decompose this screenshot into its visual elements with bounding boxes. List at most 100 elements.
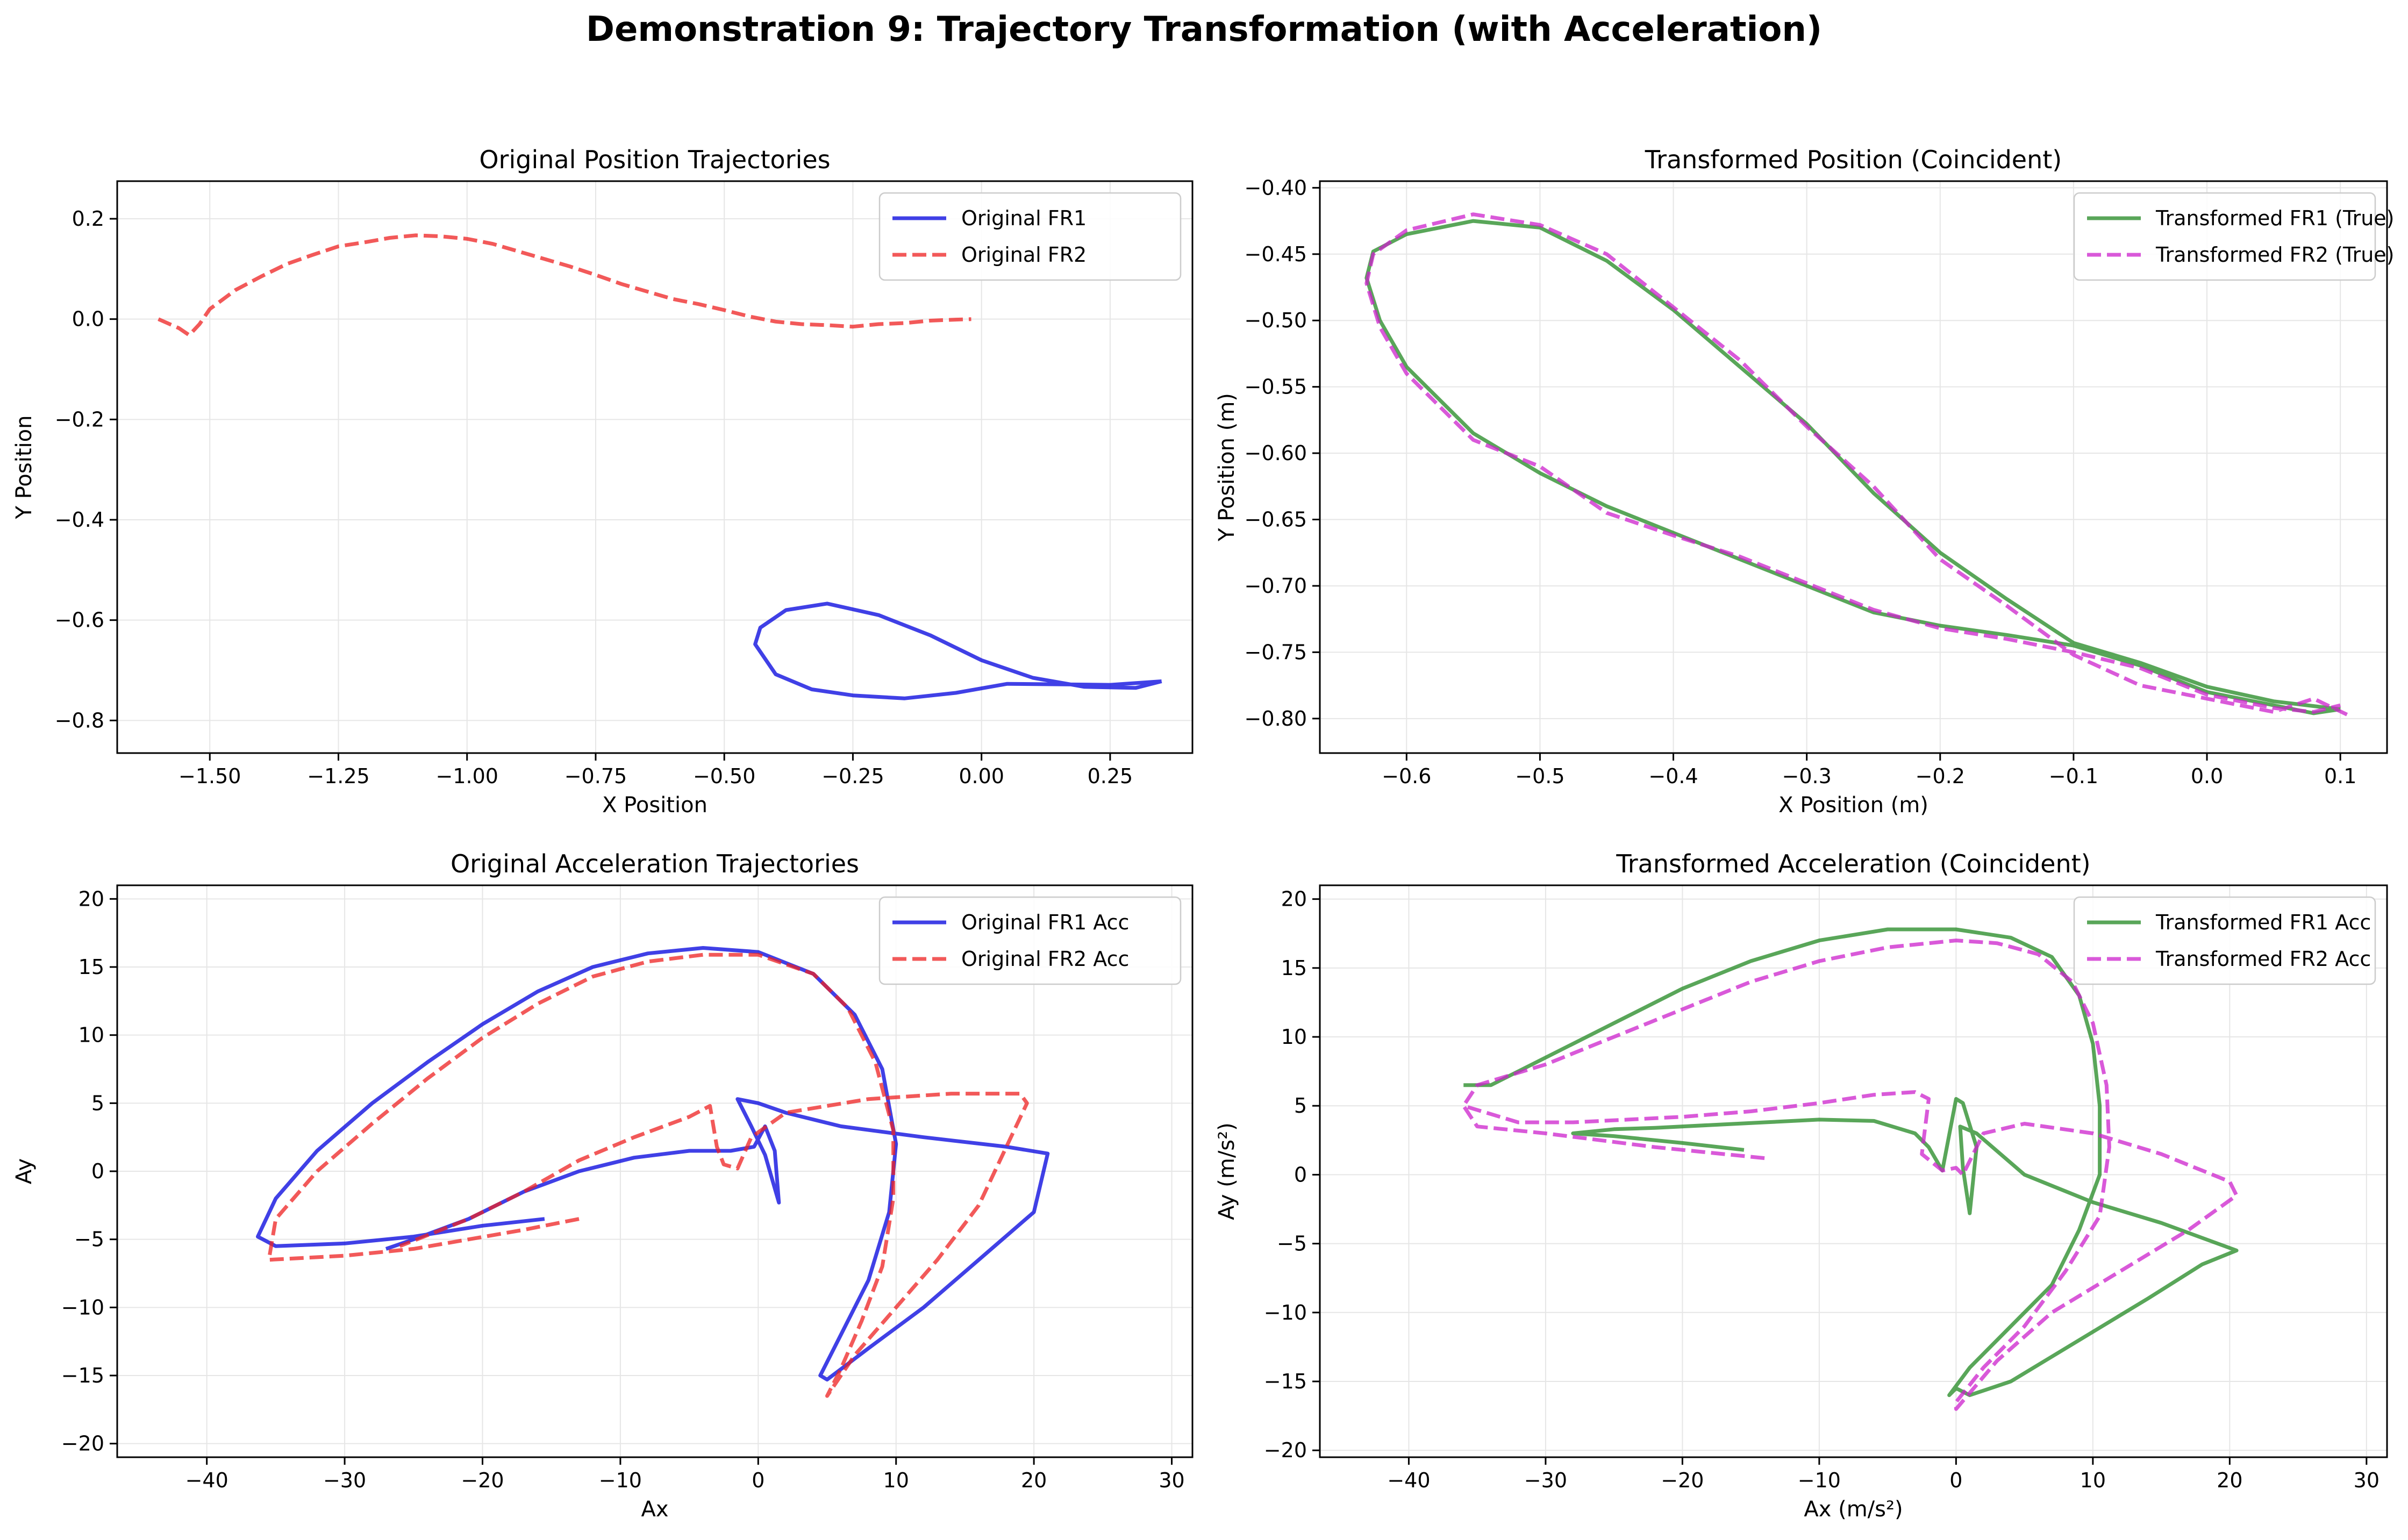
y-tick-label: 15 <box>1281 956 1307 980</box>
y-tick-label: −5 <box>74 1228 104 1251</box>
legend-box <box>878 896 1182 985</box>
x-tick-label: 0.1 <box>2324 764 2356 788</box>
y-tick-label: −15 <box>61 1364 104 1387</box>
original-position-chart: −1.50 −1.25 −1.00 −0.75 −0.50 −0.25 0.00 0.25 0.… <box>12 145 1194 818</box>
axes-frame <box>1319 884 2388 1458</box>
legend-label-original-fr1: Original FR1 <box>961 206 1087 230</box>
transformed-position-chart: −0.6 −0.5 −0.4 −0.3 −0.2 −0.1 0.0 0.1 −0.40 −0.45… <box>1214 145 2394 818</box>
x-tick-label: −0.50 <box>693 764 755 788</box>
x-tick-label: −0.2 <box>1916 764 1965 788</box>
x-tick-label: 0 <box>752 1469 764 1492</box>
x-tick-label: −0.5 <box>1515 764 1564 788</box>
y-tick-label: −0.70 <box>1245 574 1307 598</box>
series-line-transformed-fr1-acc <box>1463 927 2239 1398</box>
x-tick-label: −0.25 <box>821 764 884 788</box>
legend-label-transformed-fr2-acc: Transformed FR2 Acc <box>2155 947 2371 971</box>
figure-title: Demonstration 9: Trajectory Transformati… <box>585 10 1823 49</box>
x-tick-label: −20 <box>461 1469 504 1492</box>
x-tick-label: 10 <box>2080 1469 2106 1492</box>
y-tick-label: 10 <box>1281 1025 1307 1049</box>
chart-title: Original Position Trajectories <box>479 145 830 174</box>
y-tick-label: −20 <box>1264 1438 1307 1462</box>
y-tick-label: 5 <box>91 1091 104 1115</box>
y-tick-label: −0.75 <box>1245 640 1307 664</box>
y-tick-label: −10 <box>61 1295 104 1319</box>
x-axis-label: Ax (m/s²) <box>1804 1497 1903 1522</box>
y-tick-label: −0.65 <box>1245 508 1307 532</box>
y-tick-label: −0.40 <box>1245 176 1307 199</box>
y-tick-label: −0.55 <box>1245 375 1307 399</box>
y-tick-label: 0 <box>91 1159 104 1183</box>
y-axis-label: Ay (m/s²) <box>1214 1122 1239 1220</box>
x-tick-label: −0.1 <box>2049 764 2098 788</box>
series-line-transformed-fr2-acc <box>1461 939 2239 1411</box>
x-tick-label: −30 <box>1524 1469 1567 1492</box>
axes-frame <box>116 180 1194 754</box>
x-tick-label: −30 <box>323 1469 366 1492</box>
chart-title: Transformed Position (Coincident) <box>1645 145 2062 174</box>
x-tick-label: −0.4 <box>1648 764 1698 788</box>
y-tick-label: −0.2 <box>55 407 104 431</box>
y-tick-label: 10 <box>78 1023 104 1047</box>
chart-title: Transformed Acceleration (Coincident) <box>1616 849 2090 878</box>
axes-frame <box>1319 180 2388 754</box>
y-tick-label: −0.45 <box>1245 242 1307 266</box>
y-tick-label: −0.60 <box>1245 441 1307 465</box>
x-tick-label: 0 <box>1949 1469 1962 1492</box>
x-tick-label: −0.3 <box>1782 764 1832 788</box>
y-tick-label: 5 <box>1294 1094 1307 1118</box>
legend-box <box>2073 192 2376 281</box>
x-tick-label: −10 <box>599 1469 642 1492</box>
series-line-original-fr2-acc <box>267 952 1029 1398</box>
x-tick-label: −20 <box>1661 1469 1704 1492</box>
chart-title: Original Acceleration Trajectories <box>451 849 859 878</box>
legend-box <box>878 192 1182 281</box>
transformed-acceleration-chart: −40 −30 −20 −10 0 10 20 30 20 15 10 5 0 −5 −10 −15 −20 Tr… <box>1214 849 2388 1522</box>
y-tick-label: 0 <box>1294 1163 1307 1186</box>
y-tick-label: −0.8 <box>55 708 104 732</box>
x-tick-label: 10 <box>883 1469 909 1492</box>
x-tick-label: −0.6 <box>1382 764 1431 788</box>
y-tick-label: −0.50 <box>1245 309 1307 332</box>
legend: Original FR1 Acc Original FR2 Acc <box>878 896 1182 985</box>
y-tick-label: −5 <box>1277 1232 1307 1256</box>
x-tick-label: 30 <box>2354 1469 2380 1492</box>
legend: Transformed FR1 (True) Transformed FR2 (T… <box>2073 192 2394 281</box>
x-tick-label: −1.50 <box>178 764 241 788</box>
y-tick-label: 0.2 <box>72 207 104 231</box>
x-tick-label: 20 <box>2217 1469 2242 1492</box>
legend-label-original-fr2-acc: Original FR2 Acc <box>961 947 1129 971</box>
y-tick-label: −0.80 <box>1245 707 1307 730</box>
x-tick-label: −40 <box>1387 1469 1430 1492</box>
legend: Original FR1 Original FR2 <box>878 192 1182 281</box>
y-tick-label: 0.0 <box>72 307 104 331</box>
x-axis-label: X Position <box>602 793 708 818</box>
x-tick-label: 0.0 <box>2191 764 2223 788</box>
x-tick-label: −1.00 <box>435 764 498 788</box>
legend-label-transformed-fr2-true: Transformed FR2 (True) <box>2155 243 2394 267</box>
y-tick-label: −0.6 <box>55 608 104 632</box>
y-tick-label: −0.4 <box>55 508 104 532</box>
x-tick-label: −0.75 <box>565 764 627 788</box>
y-tick-label: −10 <box>1264 1301 1307 1324</box>
x-tick-label: 20 <box>1021 1469 1047 1492</box>
legend: Transformed FR1 Acc Transformed FR2 Acc <box>2073 896 2376 985</box>
legend-label-original-fr2: Original FR2 <box>961 243 1087 267</box>
series-line-original-fr1 <box>753 601 1162 700</box>
x-axis-label: Ax <box>641 1497 668 1522</box>
legend-label-transformed-fr1-acc: Transformed FR1 Acc <box>2155 911 2371 934</box>
y-axis-label: Y Position <box>12 416 37 520</box>
series-line-transformed-fr2-true <box>1364 212 2348 717</box>
x-tick-label: −1.25 <box>307 764 369 788</box>
series-line-original-fr1-acc <box>256 946 1050 1382</box>
y-axis-label: Ay <box>12 1158 37 1184</box>
x-tick-label: −10 <box>1798 1469 1841 1492</box>
original-acceleration-chart: −40 −30 −20 −10 0 10 20 30 20 15 10 5 0 −5 −10 −15 −20 Or… <box>12 849 1194 1522</box>
legend-label-transformed-fr1-true: Transformed FR1 (True) <box>2155 206 2394 230</box>
y-tick-label: −15 <box>1264 1370 1307 1393</box>
legend-label-original-fr1-acc: Original FR1 Acc <box>961 911 1129 934</box>
x-tick-label: 0.00 <box>959 764 1004 788</box>
y-axis-label: Y Position (m) <box>1214 393 1239 542</box>
x-tick-label: −40 <box>185 1469 228 1492</box>
y-tick-label: 15 <box>78 955 104 979</box>
